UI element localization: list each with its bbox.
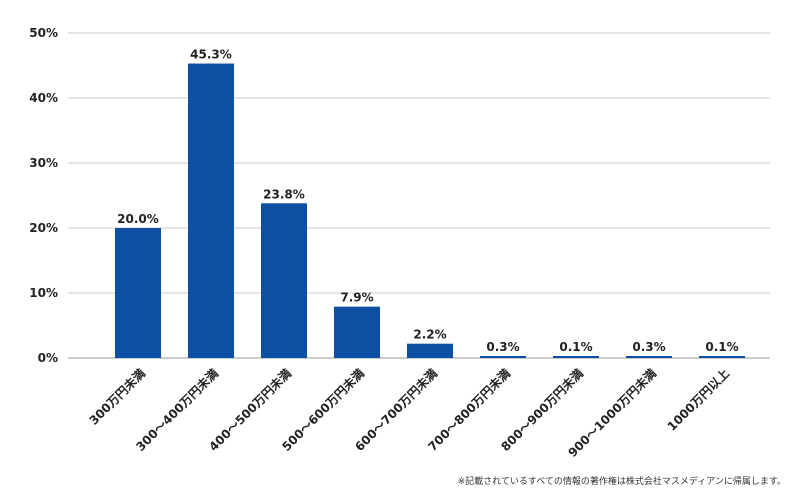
category-label: 300万円未満 xyxy=(86,366,148,428)
category-label: 800～900万円未満 xyxy=(498,366,586,454)
bar xyxy=(699,356,745,358)
category-label: 600～700万円未満 xyxy=(352,366,440,454)
data-label: 0.1% xyxy=(705,340,738,354)
y-tick-label: 40% xyxy=(29,91,58,105)
bar xyxy=(261,203,307,358)
data-label: 0.3% xyxy=(632,340,665,354)
bar xyxy=(553,356,599,358)
y-tick-label: 0% xyxy=(38,351,58,365)
y-tick-label: 20% xyxy=(29,221,58,235)
bar xyxy=(115,228,161,358)
category-label: 500～600万円未満 xyxy=(279,366,367,454)
bar xyxy=(626,356,672,358)
y-tick-label: 30% xyxy=(29,156,58,170)
data-label: 20.0% xyxy=(117,212,159,226)
data-label: 0.3% xyxy=(486,340,519,354)
gridlines xyxy=(68,32,770,359)
data-label: 7.9% xyxy=(340,291,373,305)
category-label: 1000万円以上 xyxy=(664,366,732,434)
y-tick-label: 10% xyxy=(29,286,58,300)
bar xyxy=(480,356,526,358)
bar xyxy=(188,63,234,359)
category-label: 700～800万円未満 xyxy=(425,366,513,454)
category-label: 400～500万円未満 xyxy=(206,366,294,454)
bars xyxy=(115,63,745,359)
data-labels: 20.0% 45.3% 23.8% 7.9% 2.2% 0.3% 0.1% 0.3% 0.1% xyxy=(117,48,738,354)
data-label: 45.3% xyxy=(190,48,232,62)
copyright-footnote: ※記載されているすべての情報の著作権は株式会社マスメディアンに帰属します。 xyxy=(457,477,786,487)
data-label: 0.1% xyxy=(559,340,592,354)
bar xyxy=(334,306,380,358)
category-label: 300～400万円未満 xyxy=(133,366,221,454)
data-label: 23.8% xyxy=(263,187,305,201)
y-tick-label: 50% xyxy=(29,26,58,40)
bar xyxy=(407,343,453,358)
data-label: 2.2% xyxy=(413,328,446,342)
x-axis: 300万円未満300～400万円未満400～500万円未満500～600万円未満… xyxy=(86,366,732,460)
y-axis: 0% 10% 20% 30% 40% 50% xyxy=(29,26,58,365)
